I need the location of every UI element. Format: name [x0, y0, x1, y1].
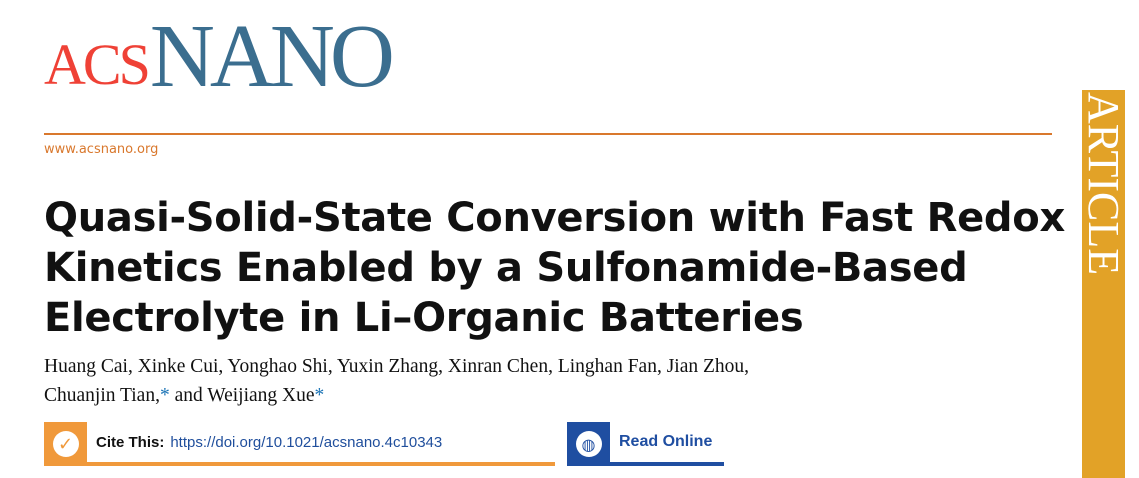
cite-label: Cite This: — [96, 433, 165, 451]
article-type-banner: ARTICLE — [1082, 90, 1125, 478]
journal-logo: ACS NANO — [44, 7, 395, 106]
header-divider — [44, 133, 1052, 135]
cite-this-bar: ✓ Cite This: https://doi.org/10.1021/acs… — [44, 422, 555, 466]
title-line: Electrolyte in Li–Organic Batteries — [44, 295, 804, 341]
read-online-label[interactable]: Read Online — [619, 433, 713, 450]
author: and Weijiang Xue — [169, 385, 315, 406]
author-list: Huang Cai, Xinke Cui, Yonghao Shi, Yuxin… — [44, 352, 1064, 410]
globe-icon: ◍ — [567, 422, 610, 466]
journal-url[interactable]: www.acsnano.org — [44, 142, 159, 157]
logo-nano: NANO — [149, 7, 395, 106]
article-title: Quasi-Solid-State Conversion with Fast R… — [44, 193, 1074, 343]
checkmark-icon: ✓ — [44, 422, 87, 466]
author: Chuanjin Tian, — [44, 385, 160, 406]
authors-line: Huang Cai, Xinke Cui, Yonghao Shi, Yuxin… — [44, 356, 750, 377]
logo-acs: ACS — [44, 32, 151, 97]
doi-link[interactable]: https://doi.org/10.1021/acsnano.4c10343 — [170, 433, 443, 451]
corresponding-author-link[interactable]: * — [159, 385, 170, 406]
read-online-button[interactable]: ◍ Read Online — [567, 422, 724, 466]
article-type-label: ARTICLE — [1082, 92, 1125, 276]
title-line: Quasi-Solid-State Conversion with Fast R… — [44, 195, 1065, 241]
corresponding-author-link[interactable]: * — [314, 385, 325, 406]
title-line: Kinetics Enabled by a Sulfonamide-Based — [44, 245, 968, 291]
